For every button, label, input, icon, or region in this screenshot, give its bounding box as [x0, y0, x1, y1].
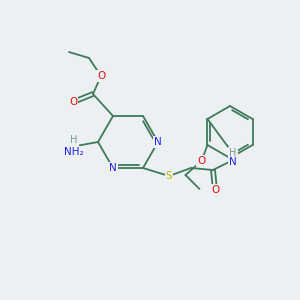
Text: H: H [70, 135, 78, 145]
Text: NH₂: NH₂ [64, 147, 84, 157]
Text: H: H [229, 148, 237, 158]
Text: O: O [97, 71, 105, 81]
Text: O: O [211, 185, 219, 195]
Text: O: O [197, 156, 206, 166]
Text: N: N [154, 137, 162, 147]
Text: O: O [69, 97, 77, 107]
Text: N: N [229, 157, 237, 167]
Text: N: N [109, 163, 117, 173]
Text: S: S [166, 171, 172, 181]
